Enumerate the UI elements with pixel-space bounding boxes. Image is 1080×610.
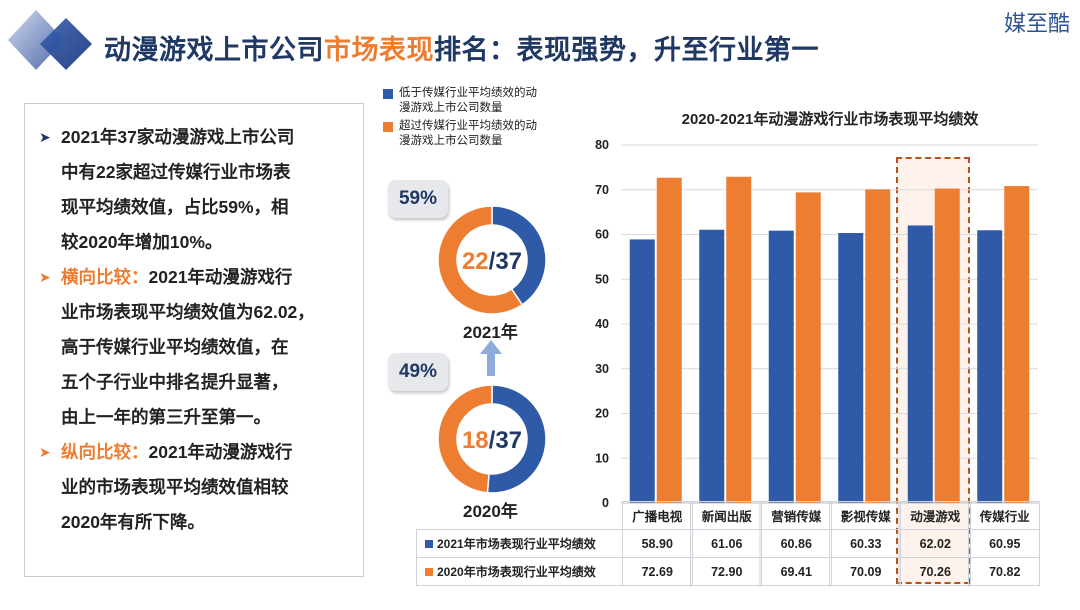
table-cell: 60.95 <box>969 529 1040 558</box>
bullet-2-label: 横向比较： <box>61 267 149 287</box>
donut-slice-above <box>437 205 524 315</box>
table-cell: 70.82 <box>969 557 1040 586</box>
y-tick-label: 50 <box>595 272 609 286</box>
table-cat-label: 广播电视 <box>622 501 693 530</box>
legend-item-above: 超过传媒行业平均绩效的动 漫游戏上市公司数量 <box>383 119 578 149</box>
brand-logo-text: 媒至酷 <box>1003 11 1070 36</box>
table-cat-label: 动漫游戏 <box>900 501 971 530</box>
summary-box: ➤ 2021年37家动漫游戏上市公司 中有22家超过传媒行业市场表 现平均绩效值… <box>24 103 364 577</box>
table-row-head: 2020年市场表现行业平均绩效 <box>416 557 623 586</box>
y-tick-label: 20 <box>595 407 609 421</box>
bullet-1-line: 中有22家超过传媒行业市场表 <box>61 162 291 182</box>
bar-2020 <box>1004 186 1030 503</box>
bar-2021 <box>838 233 864 503</box>
bar-2020 <box>865 189 891 504</box>
table-cell: 62.02 <box>900 529 971 558</box>
table-cell: 60.33 <box>830 529 901 558</box>
table-header-row: 广播电视 新闻出版 营销传媒 影视传媒 动漫游戏 传媒行业 <box>416 501 1040 530</box>
legend-swatch-orange <box>425 568 433 576</box>
y-tick-label: 40 <box>595 317 609 331</box>
bar-2021 <box>768 230 794 504</box>
bullet-2-line: 五个子行业中排名提升显著， <box>61 372 289 392</box>
legend-swatch-blue <box>425 540 433 548</box>
chevron-right-icon: ➤ <box>39 444 51 460</box>
donut-legend: 低于传媒行业平均绩效的动 漫游戏上市公司数量 超过传媒行业平均绩效的动 漫游戏上市公… <box>383 86 578 152</box>
y-tick-label: 30 <box>595 362 609 376</box>
y-tick-label: 60 <box>595 228 609 242</box>
legend-swatch-orange <box>383 122 393 132</box>
bullet-1-line: 较2020年增加10%。 <box>61 232 223 252</box>
donut-center-label: 18/37 <box>462 427 522 454</box>
table-cell: 72.69 <box>622 557 693 586</box>
table-cell: 60.86 <box>761 529 832 558</box>
chart-data-table: 广播电视 新闻出版 营销传媒 影视传媒 动漫游戏 传媒行业 2021年市场表现行… <box>416 501 1040 586</box>
table-cat-label: 影视传媒 <box>830 501 901 530</box>
arrow-up-icon <box>480 340 502 376</box>
bullet-2-line: 2021年动漫游戏行 <box>148 267 293 287</box>
legend-item-below: 低于传媒行业平均绩效的动 漫游戏上市公司数量 <box>383 86 578 116</box>
bar-2021 <box>977 230 1003 503</box>
donut-chart-2021: 22/37 <box>437 205 547 315</box>
table-cell: 70.26 <box>900 557 971 586</box>
bullet-3-line: 2021年动漫游戏行 <box>148 442 293 462</box>
table-cell: 58.90 <box>622 529 693 558</box>
bullet-3-line: 业的市场表现平均绩效值相较 <box>61 477 289 497</box>
bar-2020 <box>656 177 682 503</box>
donut-year-2021: 2021年 <box>463 323 518 342</box>
chevron-right-icon: ➤ <box>39 129 51 145</box>
logo-diamonds-icon <box>8 10 92 70</box>
table-cat-label: 营销传媒 <box>761 501 832 530</box>
bullet-1: ➤ 2021年37家动漫游戏上市公司 中有22家超过传媒行业市场表 现平均绩效值… <box>39 120 349 260</box>
y-tick-label: 70 <box>595 183 609 197</box>
legend-swatch-blue <box>383 89 393 99</box>
donut-chart-2020: 18/37 <box>437 384 547 494</box>
table-row: 2020年市场表现行业平均绩效 72.69 72.90 69.41 70.09 … <box>416 557 1040 586</box>
table-cell: 69.41 <box>761 557 832 586</box>
bullet-1-line: 2021年37家动漫游戏上市公司 <box>61 127 295 147</box>
page-title: 动漫游戏上市公司市场表现排名：表现强势，升至行业第一 <box>104 35 819 65</box>
table-cat-label: 传媒行业 <box>969 501 1040 530</box>
bullet-3: ➤ 纵向比较：2021年动漫游戏行 业的市场表现平均绩效值相较 2020年有所下… <box>39 435 349 540</box>
donut-center-label: 22/37 <box>462 248 522 275</box>
table-cell: 70.09 <box>830 557 901 586</box>
bullet-3-label: 纵向比较： <box>61 442 149 462</box>
y-tick-label: 10 <box>595 451 609 465</box>
donut-slice-above <box>437 384 493 494</box>
chart-title: 2020-2021年动漫游戏行业市场表现平均绩效 <box>681 111 979 128</box>
bar-2021 <box>629 239 655 504</box>
table-row-head: 2021年市场表现行业平均绩效 <box>416 529 623 558</box>
pct-bubble-2020: 49% <box>388 353 448 391</box>
pct-bubble-2021: 59% <box>388 180 448 218</box>
donut-slice-below <box>486 384 547 494</box>
bullet-2-line: 高于传媒行业平均绩效值，在 <box>61 337 289 357</box>
bar-2021 <box>907 225 933 503</box>
table-cat-label: 新闻出版 <box>691 501 762 530</box>
bullet-2-line: 业市场表现平均绩效值为62.02， <box>61 302 315 322</box>
bullet-2-line: 由上一年的第三升至第一。 <box>61 407 271 427</box>
table-row: 2021年市场表现行业平均绩效 58.90 61.06 60.86 60.33 … <box>416 529 1040 558</box>
chevron-right-icon: ➤ <box>39 269 51 285</box>
bullet-2: ➤ 横向比较：2021年动漫游戏行 业市场表现平均绩效值为62.02， 高于传媒… <box>39 260 349 435</box>
bullet-3-line: 2020年有所下降。 <box>61 512 205 532</box>
bar-2020 <box>795 192 821 503</box>
bar-2020 <box>934 188 960 504</box>
bullet-1-line: 现平均绩效值，占比59%，相 <box>61 197 289 217</box>
table-cell: 61.06 <box>691 529 762 558</box>
bar-2020 <box>726 176 752 503</box>
y-tick-label: 80 <box>595 138 609 152</box>
table-cell: 72.90 <box>691 557 762 586</box>
bar-2021 <box>699 229 725 503</box>
